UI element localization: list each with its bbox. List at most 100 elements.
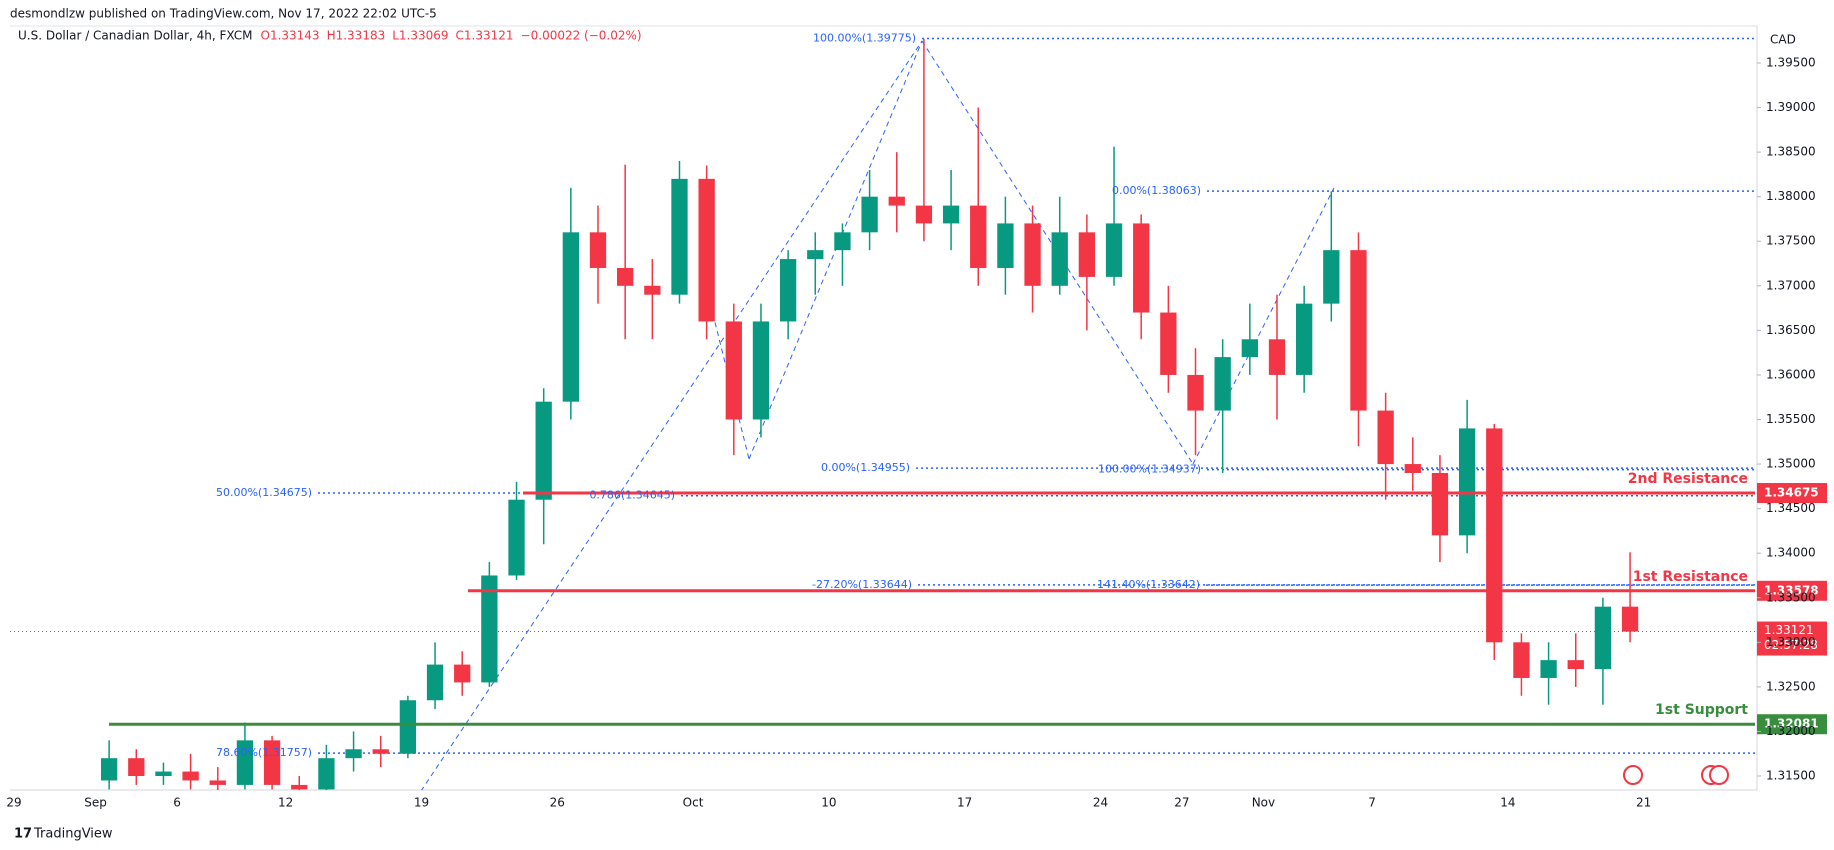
candle-body bbox=[1594, 606, 1612, 670]
candle-body bbox=[236, 740, 254, 785]
overlay: 2nd Resistance 1.34675 1st Resistance 1.335… bbox=[1628, 471, 1827, 735]
candle-body bbox=[1268, 339, 1286, 375]
logo-mark: 17 bbox=[14, 827, 32, 842]
candle-body bbox=[1296, 303, 1313, 375]
ohlc-value: C1.33121 bbox=[456, 29, 514, 43]
event-icons bbox=[1623, 765, 1729, 785]
candle-body bbox=[970, 205, 987, 268]
ohlc-value: L1.33069 bbox=[392, 29, 448, 43]
x-tick-label: Nov bbox=[1252, 796, 1275, 810]
candle-body bbox=[671, 178, 688, 295]
fib-leg bbox=[701, 269, 750, 460]
candle-body bbox=[888, 196, 905, 206]
x-tick-label: 27 bbox=[1174, 796, 1189, 810]
level-name: 1st Resistance bbox=[1633, 569, 1748, 585]
publisher: desmondlzw published on TradingView.com,… bbox=[10, 7, 437, 21]
candle-body bbox=[1377, 410, 1394, 465]
x-tick-label: 21 bbox=[1636, 796, 1651, 810]
fib-label: 0.786(1.34645) bbox=[589, 489, 675, 502]
candle-body bbox=[698, 178, 715, 322]
candle-body bbox=[1540, 660, 1557, 678]
ohlc-value: H1.33183 bbox=[327, 29, 386, 43]
candle-body bbox=[399, 700, 417, 754]
candle-body bbox=[209, 780, 226, 785]
y-tick-label: 1.37000 bbox=[1766, 278, 1816, 292]
candle-body bbox=[1241, 339, 1258, 358]
x-tick-label: 12 bbox=[278, 796, 293, 810]
level-price-box bbox=[1757, 483, 1827, 504]
x-tick-label: 24 bbox=[1093, 796, 1108, 810]
y-tick-label: 1.33000 bbox=[1766, 635, 1816, 649]
candle-body bbox=[644, 285, 661, 295]
footer-brand: TradingView bbox=[33, 827, 113, 842]
candle-body bbox=[508, 499, 525, 576]
y-tick-label: 1.33500 bbox=[1766, 590, 1816, 604]
candle-body bbox=[1513, 642, 1530, 678]
candle-body bbox=[1567, 660, 1584, 670]
fib-label: -27.20%(1.33644) bbox=[812, 578, 912, 591]
x-tick-label: 7 bbox=[1368, 796, 1376, 810]
level-price: 1.34675 bbox=[1764, 486, 1819, 500]
candle-body bbox=[1214, 357, 1231, 411]
level-price: 1.33578 bbox=[1764, 583, 1819, 597]
candle-body bbox=[779, 259, 797, 322]
candle-body bbox=[1323, 250, 1340, 304]
candle-body bbox=[481, 575, 498, 683]
candle-body bbox=[617, 267, 634, 286]
event-icon[interactable] bbox=[1709, 765, 1729, 785]
fib-label: 0.00%(1.38063) bbox=[1112, 184, 1201, 197]
candle-body bbox=[861, 196, 878, 233]
candle-body bbox=[562, 232, 579, 402]
candle-body bbox=[997, 223, 1014, 268]
candle-body bbox=[318, 758, 335, 790]
candle-body bbox=[155, 771, 172, 777]
fib-leg bbox=[921, 40, 1194, 465]
candle-body bbox=[128, 758, 145, 777]
x-tick-label: Sep bbox=[84, 796, 107, 810]
fib-leg bbox=[421, 40, 923, 790]
fib-label: 0.00%(1.34955) bbox=[821, 461, 910, 474]
last-price-box bbox=[1757, 621, 1827, 656]
x-tick-label: Oct bbox=[683, 796, 704, 810]
candle-body bbox=[1431, 472, 1449, 536]
candle-body bbox=[535, 401, 552, 500]
candle-body bbox=[426, 664, 444, 701]
candle-body bbox=[942, 205, 960, 224]
fib-label: 100.00%(1.39775) bbox=[813, 31, 916, 44]
symbol-name: U.S. Dollar / Canadian Dollar, 4h, FXCM bbox=[18, 29, 253, 43]
fib-label: 141.40%(1.33642) bbox=[1097, 578, 1200, 591]
candle-body bbox=[182, 771, 199, 781]
candle-body bbox=[915, 205, 933, 224]
candle-body bbox=[1105, 223, 1123, 277]
fib-label: 78.60%(1.31757) bbox=[216, 746, 312, 759]
y-tick-label: 1.37500 bbox=[1766, 234, 1816, 248]
y-tick-label: 1.38500 bbox=[1766, 145, 1816, 159]
candle-body bbox=[1404, 464, 1421, 473]
candle-body bbox=[1187, 374, 1204, 411]
level-price-box bbox=[1757, 714, 1827, 735]
candle-body bbox=[834, 232, 851, 251]
y-tick-label: 1.32000 bbox=[1766, 724, 1816, 738]
ohlc-value: O1.33143 bbox=[261, 29, 320, 43]
event-icon[interactable] bbox=[1623, 765, 1643, 785]
candle-body bbox=[1458, 428, 1476, 536]
y-tick-label: 1.32500 bbox=[1766, 679, 1816, 693]
candle-body bbox=[807, 250, 824, 260]
x-tick-label: 17 bbox=[957, 796, 972, 810]
y-tick-label: 1.38000 bbox=[1766, 189, 1816, 203]
candle-body bbox=[1133, 223, 1150, 313]
y-tick-label: 1.35500 bbox=[1766, 412, 1816, 426]
fib-label: 100.00%(1.34937) bbox=[1098, 463, 1201, 476]
ohlc-value: −0.00022 (−0.02%) bbox=[521, 29, 642, 43]
candle-body bbox=[372, 749, 389, 754]
y-tick-label: 1.39500 bbox=[1766, 55, 1816, 69]
candle-body bbox=[1160, 312, 1177, 375]
x-tick-label: 19 bbox=[414, 796, 429, 810]
x-tick-label: 6 bbox=[173, 796, 181, 810]
candle-body bbox=[1350, 250, 1367, 411]
bar-countdown: 02:57:28 bbox=[1764, 638, 1818, 652]
x-tick-label: 29 bbox=[6, 796, 21, 810]
y-tick-label: 1.36000 bbox=[1766, 367, 1816, 381]
